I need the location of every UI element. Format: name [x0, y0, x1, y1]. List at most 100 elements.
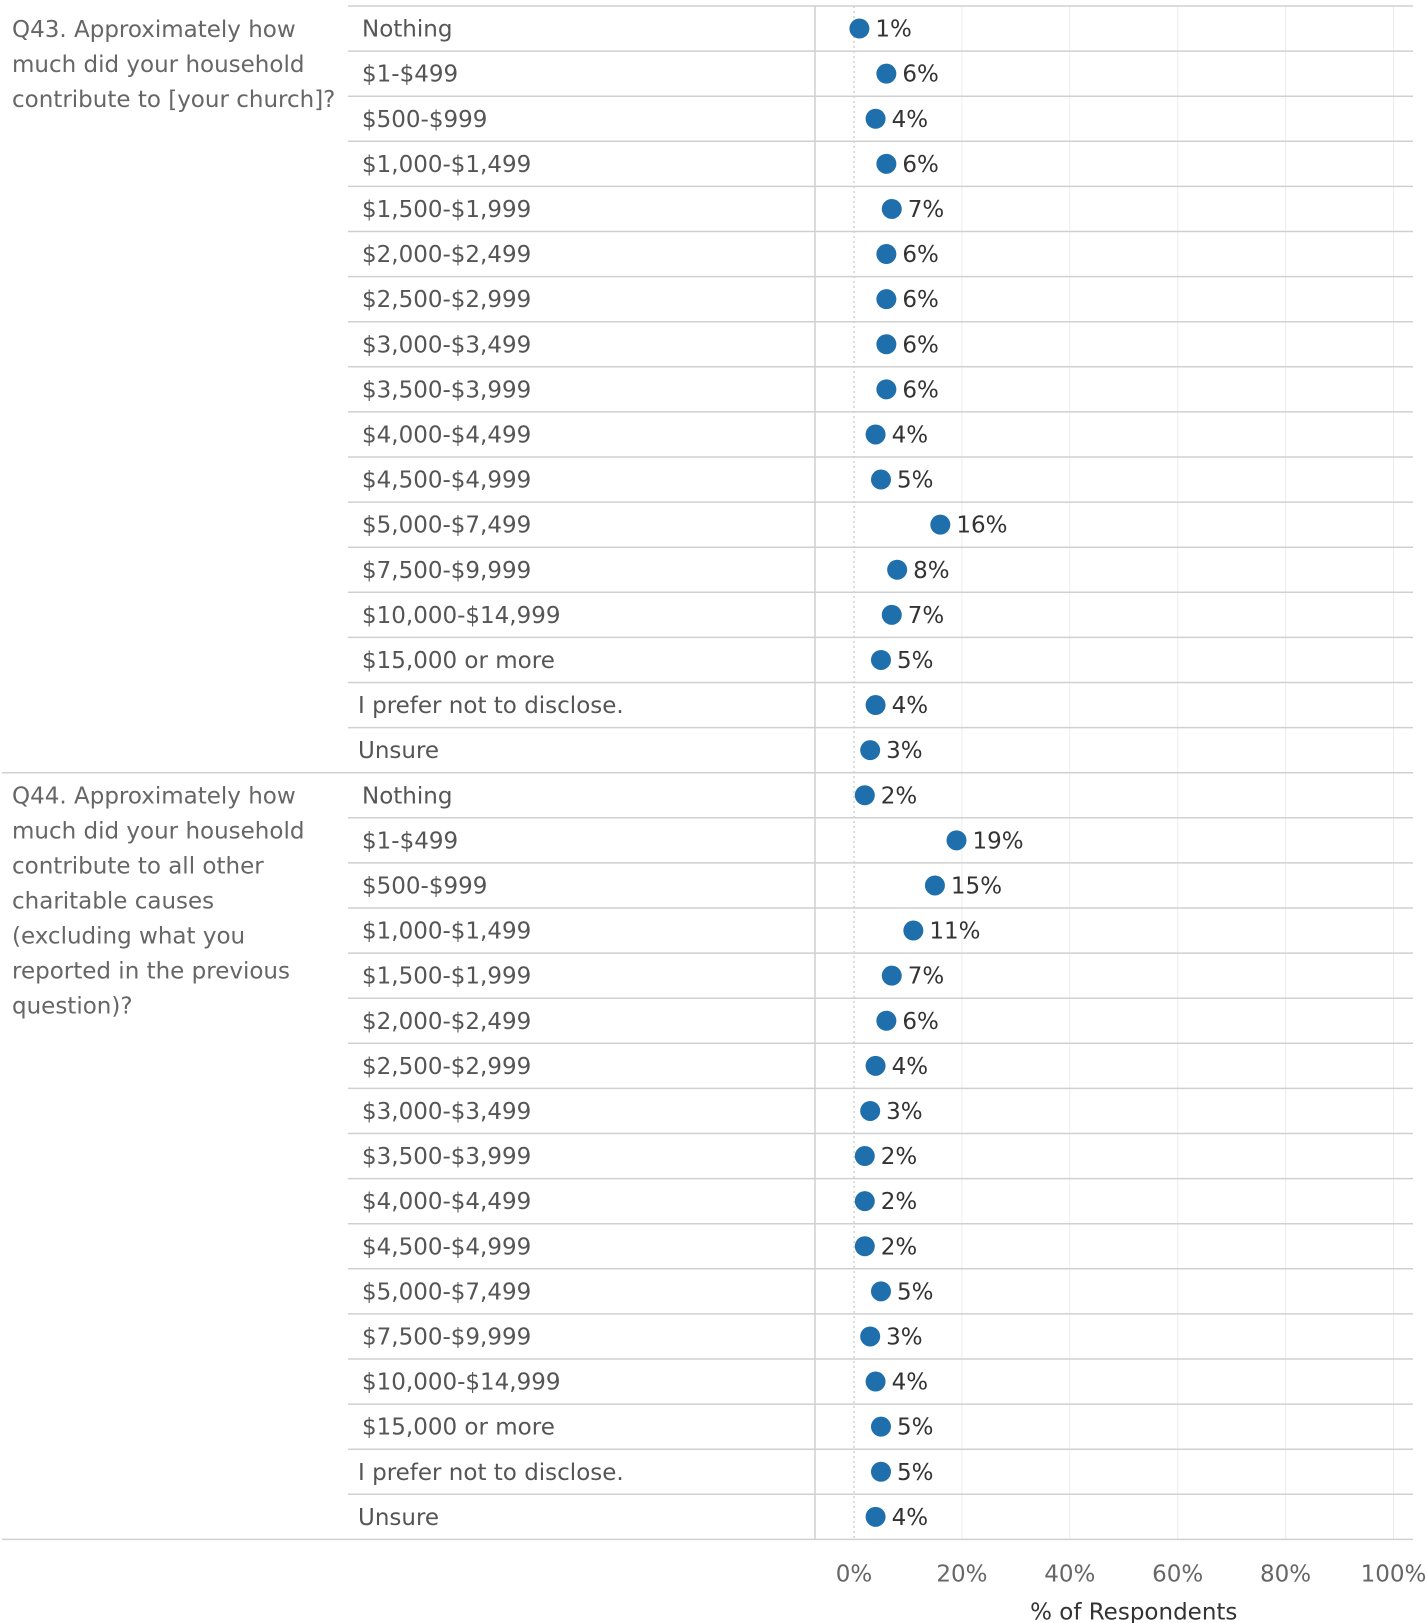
category-label: $1-$499 — [362, 62, 458, 88]
data-point[interactable] — [865, 695, 886, 716]
data-label: 4% — [892, 422, 929, 448]
data-label: 2% — [881, 1234, 918, 1260]
data-label: 7% — [908, 603, 945, 629]
category-label: $10,000-$14,999 — [362, 1370, 561, 1396]
data-point[interactable] — [854, 785, 875, 806]
x-tick-label: 40% — [1044, 1561, 1095, 1587]
category-label: $7,500-$9,999 — [362, 1324, 531, 1350]
data-label: 5% — [897, 1460, 934, 1486]
category-label: $3,000-$3,499 — [362, 1099, 531, 1125]
data-point[interactable] — [876, 244, 897, 265]
category-label: $1-$499 — [362, 828, 458, 854]
data-point[interactable] — [876, 1010, 897, 1031]
category-label: Nothing — [362, 783, 452, 809]
data-label: 4% — [892, 1054, 929, 1080]
category-label: Unsure — [358, 1505, 439, 1531]
data-point[interactable] — [860, 1100, 881, 1121]
category-label: $1,000-$1,499 — [362, 152, 531, 178]
data-point[interactable] — [860, 1326, 881, 1347]
data-point[interactable] — [870, 1461, 891, 1482]
data-label: 5% — [897, 1415, 934, 1441]
category-label: $2,500-$2,999 — [362, 287, 531, 313]
question-text-line: much did your household — [12, 52, 304, 78]
data-point[interactable] — [876, 379, 897, 400]
category-label: $4,500-$4,999 — [362, 468, 531, 494]
data-point[interactable] — [881, 198, 902, 219]
data-label: 5% — [897, 468, 934, 494]
data-point[interactable] — [876, 334, 897, 355]
data-point[interactable] — [860, 740, 881, 761]
x-tick-label: 0% — [836, 1561, 873, 1587]
data-label: 6% — [902, 152, 939, 178]
category-label: $500-$999 — [362, 107, 487, 133]
data-point[interactable] — [870, 1281, 891, 1302]
data-label: 2% — [881, 1144, 918, 1170]
data-point[interactable] — [881, 965, 902, 986]
data-label: 4% — [892, 1370, 929, 1396]
data-label: 4% — [892, 693, 929, 719]
data-point[interactable] — [849, 18, 870, 39]
data-point[interactable] — [865, 424, 886, 445]
category-label: Nothing — [362, 17, 452, 43]
data-point[interactable] — [887, 559, 908, 580]
category-label: $2,000-$2,499 — [362, 1009, 531, 1035]
x-tick-label: 20% — [936, 1561, 987, 1587]
data-label: 15% — [951, 873, 1002, 899]
category-label: $500-$999 — [362, 873, 487, 899]
category-label: I prefer not to disclose. — [358, 693, 624, 719]
data-label: 6% — [902, 242, 939, 268]
data-label: 8% — [913, 558, 950, 584]
data-label: 1% — [875, 17, 912, 43]
data-point[interactable] — [946, 830, 967, 851]
data-point[interactable] — [876, 289, 897, 310]
data-point[interactable] — [930, 514, 951, 535]
x-tick-label: 60% — [1152, 1561, 1203, 1587]
data-point[interactable] — [924, 875, 945, 896]
category-label: $15,000 or more — [362, 1415, 555, 1441]
data-point[interactable] — [854, 1191, 875, 1212]
category-label: $15,000 or more — [362, 648, 555, 674]
category-label: I prefer not to disclose. — [358, 1460, 624, 1486]
question-text-line: reported in the previous — [12, 959, 290, 985]
data-point[interactable] — [870, 469, 891, 490]
category-label: $4,500-$4,999 — [362, 1234, 531, 1260]
data-label: 3% — [886, 738, 923, 764]
data-point[interactable] — [865, 1371, 886, 1392]
category-label: $1,500-$1,999 — [362, 197, 531, 223]
x-tick-label: 80% — [1260, 1561, 1311, 1587]
question-text-line: (excluding what you — [12, 924, 245, 950]
data-label: 11% — [929, 919, 980, 945]
category-label: $5,000-$7,499 — [362, 1279, 531, 1305]
data-point[interactable] — [881, 604, 902, 625]
data-label: 16% — [956, 513, 1007, 539]
data-point[interactable] — [876, 153, 897, 174]
category-label: $10,000-$14,999 — [362, 603, 561, 629]
category-label: $2,000-$2,499 — [362, 242, 531, 268]
data-point[interactable] — [865, 108, 886, 129]
data-label: 4% — [892, 1505, 929, 1531]
question-text-line: question)? — [12, 994, 133, 1020]
data-point[interactable] — [870, 649, 891, 670]
data-label: 6% — [902, 377, 939, 403]
data-label: 6% — [902, 287, 939, 313]
question-text-line: charitable causes — [12, 889, 214, 915]
category-label: $1,000-$1,499 — [362, 919, 531, 945]
data-point[interactable] — [854, 1236, 875, 1257]
category-label: Unsure — [358, 738, 439, 764]
data-label: 3% — [886, 1099, 923, 1125]
data-label: 2% — [881, 783, 918, 809]
data-label: 2% — [881, 1189, 918, 1215]
data-point[interactable] — [865, 1506, 886, 1527]
data-point[interactable] — [876, 63, 897, 84]
data-point[interactable] — [903, 920, 924, 941]
question-text-line: contribute to all other — [12, 854, 264, 880]
data-point[interactable] — [870, 1416, 891, 1437]
category-label: $4,000-$4,499 — [362, 422, 531, 448]
data-point[interactable] — [854, 1146, 875, 1167]
category-label: $5,000-$7,499 — [362, 513, 531, 539]
category-label: $3,500-$3,999 — [362, 377, 531, 403]
x-tick-label: 100% — [1361, 1561, 1427, 1587]
data-label: 7% — [908, 197, 945, 223]
data-point[interactable] — [865, 1055, 886, 1076]
data-label: 7% — [908, 964, 945, 990]
